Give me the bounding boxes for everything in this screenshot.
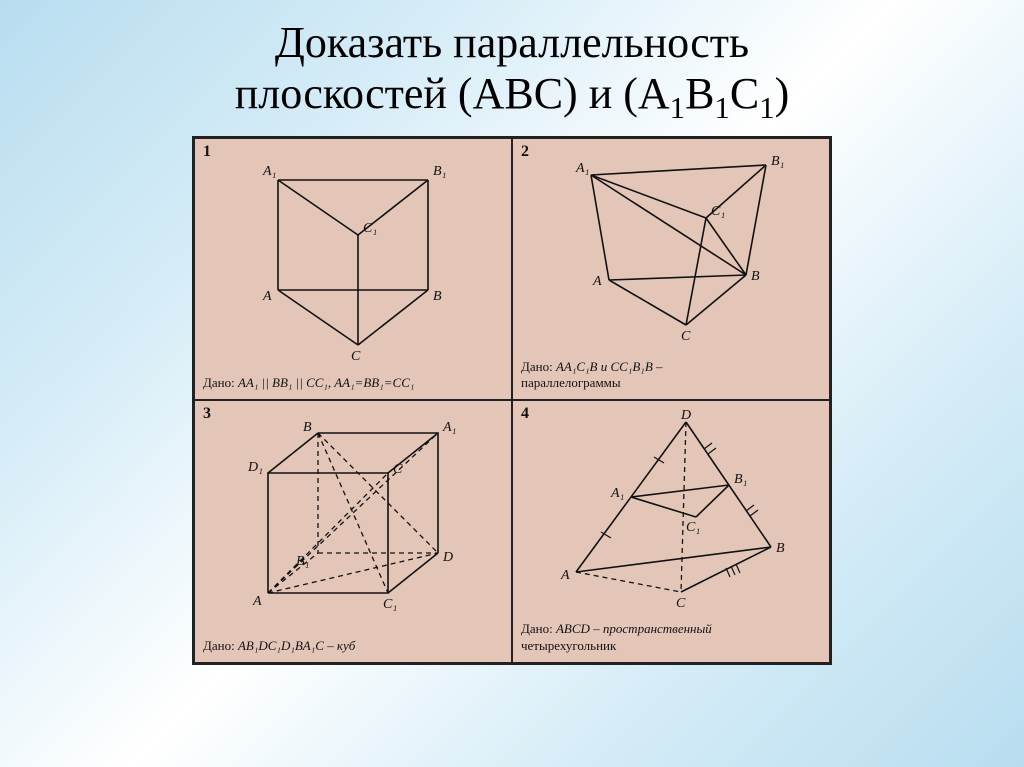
panel-2-figure: A₁ B₁ C₁ A B C	[521, 145, 821, 355]
svg-text:C₁: C₁	[363, 221, 377, 236]
panel-3-caption: Дано: AB₁DC₁D₁BA₁C – куб	[203, 638, 503, 654]
svg-text:D: D	[442, 550, 453, 565]
panel-2: 2 A₁ B₁ C₁ A B C	[512, 138, 830, 401]
svg-text:B: B	[776, 541, 785, 556]
svg-text:A: A	[252, 594, 262, 609]
panel-4-caption: Дано: ABCD – пространственный четырехуго…	[521, 621, 821, 654]
svg-text:C₁: C₁	[383, 597, 397, 612]
panel-3-num: 3	[203, 405, 211, 423]
panel-2-num: 2	[521, 143, 529, 161]
title-line2: плоскостей (АВС) и (А1В1С1)	[235, 69, 790, 126]
svg-text:A: A	[560, 568, 570, 583]
svg-text:A₁: A₁	[610, 486, 624, 501]
panel-3-figure: A B C D A₁ B₁ C₁ D₁	[203, 407, 503, 633]
panel-1-figure: A₁ B₁ C₁ A B C	[203, 145, 503, 371]
svg-text:A₁: A₁	[442, 420, 456, 435]
panel-4-num: 4	[521, 405, 529, 423]
svg-text:C₁: C₁	[711, 204, 725, 219]
panel-1-num: 1	[203, 143, 211, 161]
svg-text:B: B	[751, 269, 760, 284]
svg-text:C₁: C₁	[686, 520, 700, 535]
svg-text:B₁: B₁	[771, 154, 784, 169]
svg-text:A: A	[592, 274, 602, 289]
svg-text:B: B	[303, 420, 312, 435]
panel-4: 4	[512, 400, 830, 663]
svg-text:C: C	[676, 596, 686, 611]
svg-text:A₁: A₁	[575, 161, 589, 176]
svg-text:B₁: B₁	[734, 472, 747, 487]
svg-text:A: A	[262, 289, 272, 304]
svg-text:B₁: B₁	[433, 164, 446, 179]
panel-3: 3 A B	[194, 400, 512, 663]
svg-text:C: C	[681, 329, 691, 344]
svg-text:C: C	[351, 349, 361, 364]
svg-text:B: B	[433, 289, 442, 304]
figure-grid: 1 A₁ B₁ C₁ A B C	[192, 136, 832, 665]
title-line1: Доказать параллельность	[235, 18, 790, 69]
svg-text:B₁: B₁	[296, 554, 309, 569]
panel-2-caption: Дано: AA₁C₁B и CC₁B₁B – параллелограммы	[521, 359, 821, 392]
svg-text:D: D	[680, 408, 691, 423]
panel-1: 1 A₁ B₁ C₁ A B C	[194, 138, 512, 401]
svg-text:A₁: A₁	[262, 164, 276, 179]
page-title: Доказать параллельность плоскостей (АВС)…	[235, 18, 790, 126]
panel-1-caption: Дано: AA₁ || BB₁ || CC₁, AA₁=BB₁=CC₁	[203, 375, 503, 391]
panel-4-figure: D A B C A₁ B₁ C₁	[521, 407, 821, 617]
svg-text:D₁: D₁	[247, 460, 263, 475]
svg-text:C: C	[393, 462, 403, 477]
